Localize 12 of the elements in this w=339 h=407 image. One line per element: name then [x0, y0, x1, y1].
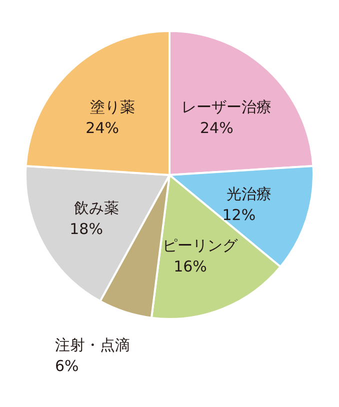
slice-label: 飲み薬 — [74, 199, 119, 218]
data-label: 12% — [222, 206, 256, 224]
data-label: 6% — [55, 356, 79, 375]
data-label: 24% — [86, 119, 119, 138]
slice-label: 光治療 — [226, 184, 272, 203]
slice-label: ピーリング — [162, 236, 239, 255]
slice-label: 注射・点滴 — [55, 336, 130, 354]
slice-label: レーザー治療 — [182, 98, 272, 116]
slice-label: 塗り薬 — [90, 98, 135, 116]
data-label: 24% — [200, 119, 234, 138]
data-label: 18% — [70, 220, 103, 238]
data-label: 16% — [174, 258, 207, 276]
